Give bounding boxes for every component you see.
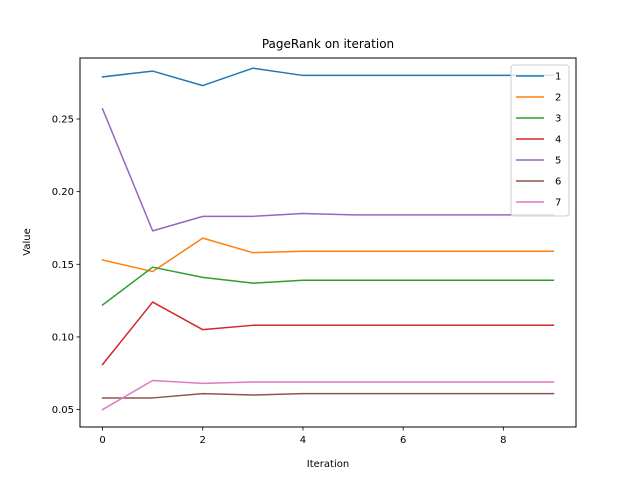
x-tick-label: 0 — [99, 435, 105, 446]
legend-label-6: 6 — [555, 177, 561, 188]
legend-box — [510, 64, 570, 217]
legend: 1 2 3 4 5 6 7 — [510, 64, 570, 217]
x-tick-label: 4 — [300, 435, 306, 446]
x-axis-label: Iteration — [307, 459, 349, 470]
y-axis-ticks: 0.05 0.10 0.15 0.20 0.25 — [52, 115, 80, 416]
series-line-7 — [101, 379, 555, 411]
y-tick-label: 0.15 — [52, 260, 74, 271]
series-line-2 — [101, 237, 555, 273]
legend-label-5: 5 — [555, 156, 561, 167]
x-tick-label: 8 — [500, 435, 506, 446]
x-tick-label: 6 — [400, 435, 406, 446]
legend-label-2: 2 — [555, 93, 561, 104]
chart-title: PageRank on iteration — [262, 37, 394, 51]
y-tick-label: 0.20 — [52, 187, 74, 198]
series-line-6 — [101, 392, 555, 399]
y-tick-label: 0.25 — [52, 115, 74, 126]
legend-label-1: 1 — [555, 72, 561, 83]
legend-label-3: 3 — [555, 114, 561, 125]
plot-frame — [79, 57, 577, 428]
plot-lines — [101, 67, 555, 411]
x-axis-ticks: 0 2 4 6 8 — [99, 427, 507, 446]
series-line-5 — [101, 107, 555, 232]
y-tick-label: 0.05 — [52, 405, 74, 416]
legend-label-7: 7 — [555, 198, 561, 209]
series-line-3 — [101, 266, 555, 307]
series-line-4 — [101, 301, 555, 366]
series-line-1 — [101, 67, 555, 87]
x-tick-label: 2 — [200, 435, 206, 446]
legend-label-4: 4 — [555, 135, 561, 146]
y-axis-label: Value — [22, 228, 33, 255]
y-tick-label: 0.10 — [52, 332, 74, 343]
